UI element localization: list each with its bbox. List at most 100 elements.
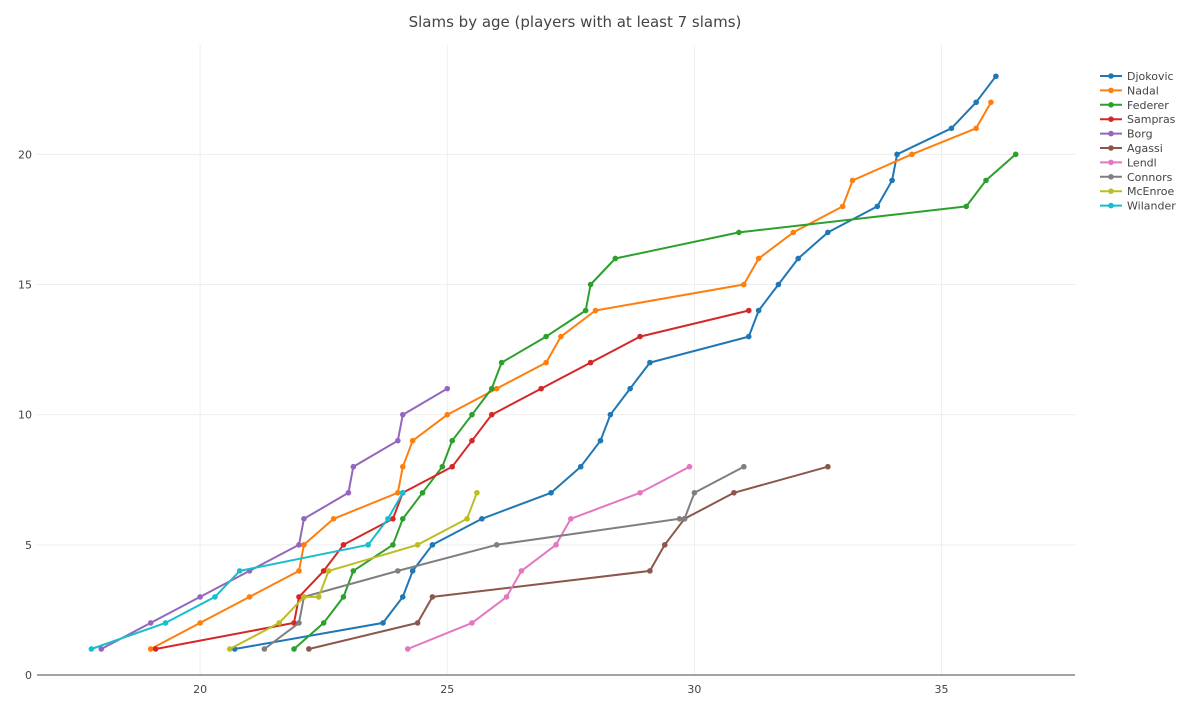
data-point xyxy=(637,489,643,496)
legend-item-connors[interactable]: Connors xyxy=(1100,171,1173,184)
legend-item-mcenroe[interactable]: McEnroe xyxy=(1100,185,1174,198)
data-point xyxy=(469,411,475,418)
data-point xyxy=(973,125,979,132)
legend-marker xyxy=(1108,116,1114,122)
legend-label: McEnroe xyxy=(1127,185,1174,198)
data-point xyxy=(147,620,154,626)
data-point xyxy=(291,620,297,626)
data-point xyxy=(661,542,668,548)
data-point xyxy=(409,568,416,574)
data-point xyxy=(469,620,475,626)
data-point xyxy=(444,411,451,418)
data-point xyxy=(320,568,327,574)
data-point xyxy=(686,463,693,470)
y-tick-label: 15 xyxy=(18,279,32,292)
data-point xyxy=(236,568,243,574)
y-tick-label: 10 xyxy=(18,409,32,422)
y-tick-label: 0 xyxy=(25,669,32,682)
legend-marker xyxy=(1108,73,1114,79)
legend-label: Agassi xyxy=(1127,142,1163,155)
data-point xyxy=(147,646,154,652)
data-point xyxy=(444,385,451,392)
x-tick-label: 35 xyxy=(935,683,949,696)
series-line xyxy=(155,309,750,650)
chart-title: Slams by age (players with at least 7 sl… xyxy=(409,13,742,31)
data-point xyxy=(212,594,218,600)
data-point xyxy=(385,516,391,522)
legend-marker xyxy=(1108,130,1114,137)
legend-item-djokovic[interactable]: Djokovic xyxy=(1100,70,1174,83)
data-point xyxy=(558,333,564,340)
data-point xyxy=(404,646,411,652)
series-lines xyxy=(88,73,1019,652)
series-wilander xyxy=(88,489,406,652)
data-point xyxy=(474,489,480,496)
data-point xyxy=(152,646,159,652)
data-point xyxy=(296,620,302,626)
data-point xyxy=(315,594,322,600)
series-federer xyxy=(291,151,1019,652)
data-point xyxy=(325,568,332,574)
data-point xyxy=(597,437,604,444)
legend-item-agassi[interactable]: Agassi xyxy=(1100,142,1163,155)
data-point xyxy=(365,542,371,548)
data-point xyxy=(889,177,895,184)
data-point xyxy=(350,568,357,574)
series-lendl xyxy=(404,463,693,652)
legend-item-sampras[interactable]: Sampras xyxy=(1100,113,1176,126)
data-point xyxy=(197,620,203,626)
legend-item-borg[interactable]: Borg xyxy=(1100,128,1153,141)
data-point xyxy=(197,594,203,600)
data-point xyxy=(276,620,283,626)
data-point xyxy=(909,151,915,158)
legend-label: Sampras xyxy=(1127,113,1176,126)
data-point xyxy=(395,437,401,444)
data-point xyxy=(637,333,643,340)
data-point xyxy=(741,463,747,470)
series-sampras xyxy=(152,307,752,652)
data-point xyxy=(246,594,253,600)
y-tick-label: 20 xyxy=(18,148,32,161)
data-point xyxy=(755,307,762,314)
data-point xyxy=(745,333,752,340)
data-point xyxy=(409,437,416,444)
data-point xyxy=(340,542,347,548)
data-point xyxy=(301,516,307,522)
data-point xyxy=(503,594,510,600)
legend-item-nadal[interactable]: Nadal xyxy=(1100,84,1159,97)
legend-item-lendl[interactable]: Lendl xyxy=(1100,156,1157,169)
data-point xyxy=(577,463,584,470)
series-mcenroe xyxy=(226,489,480,652)
axis-ticks: 20 25 30 35 0 5 10 15 20 xyxy=(18,148,949,696)
legend-marker xyxy=(1108,145,1114,151)
data-point xyxy=(414,620,421,626)
legend-label: Federer xyxy=(1127,99,1169,112)
data-point xyxy=(88,646,95,652)
data-point xyxy=(775,281,782,288)
data-point xyxy=(741,281,747,288)
data-point xyxy=(479,516,485,522)
series-nadal xyxy=(147,99,994,652)
legend-item-wilander[interactable]: Wilander xyxy=(1100,200,1176,213)
data-point xyxy=(399,463,406,470)
data-point xyxy=(261,646,268,652)
data-point xyxy=(647,568,653,574)
legend-marker xyxy=(1108,188,1114,194)
data-point xyxy=(839,203,846,210)
data-point xyxy=(988,99,994,106)
series-line xyxy=(229,492,478,650)
data-point xyxy=(538,385,544,392)
legend-marker xyxy=(1108,87,1114,94)
data-point xyxy=(607,411,614,418)
legend-item-federer[interactable]: Federer xyxy=(1100,99,1169,112)
data-point xyxy=(449,437,456,444)
data-point xyxy=(790,229,797,236)
data-point xyxy=(587,281,594,288)
legend-label: Borg xyxy=(1127,128,1153,141)
series-line xyxy=(150,101,992,650)
series-line xyxy=(308,465,829,650)
data-point xyxy=(296,542,302,548)
data-point xyxy=(973,99,979,106)
data-point xyxy=(627,385,633,392)
